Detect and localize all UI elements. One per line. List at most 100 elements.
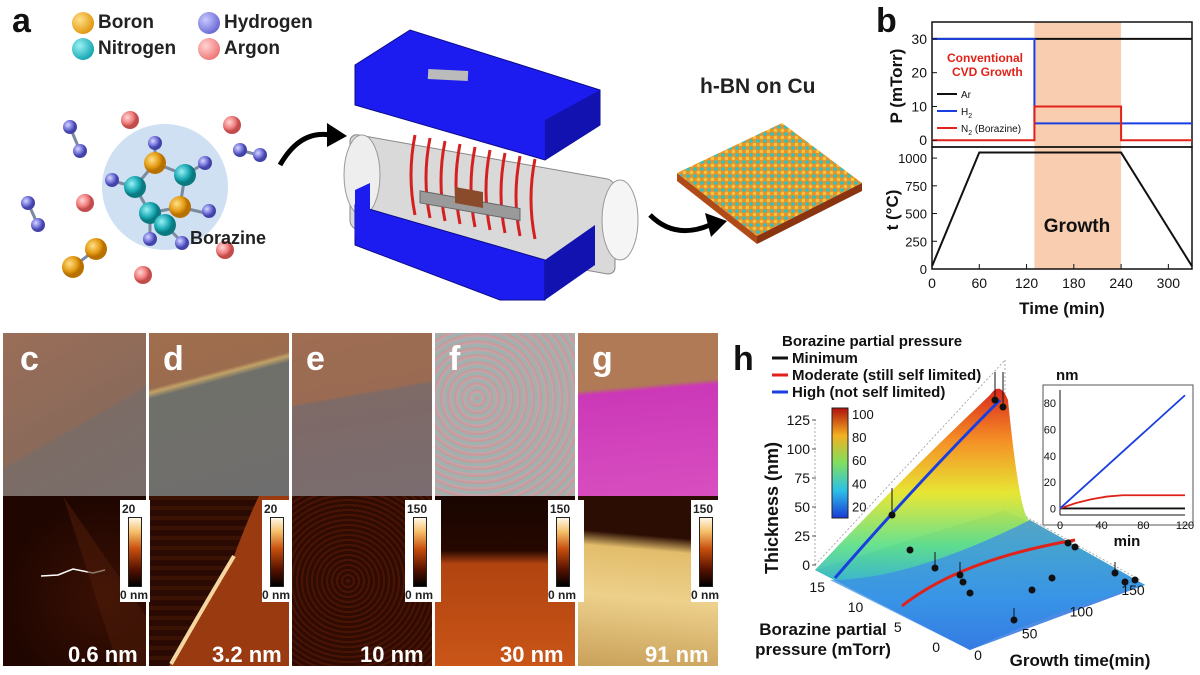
inset-y-tick-label: 40 (1044, 451, 1056, 463)
thickness-tick-label: 25 (794, 528, 810, 544)
thickness-surface-plot: Borazine partial pressure Minimum Modera… (755, 333, 1194, 670)
surface-colorbar (831, 407, 849, 519)
colorbar-tick-label: 100 (852, 407, 874, 422)
panel-label-e: e (306, 340, 325, 378)
growth-shaded-region (1034, 22, 1122, 269)
colorbar-min-label: 0 nm (548, 588, 577, 602)
cvd-furnace-illustration (343, 29, 639, 301)
inset-x-tick-label: 120 (1176, 520, 1194, 532)
inset-y-tick-label: 0 (1050, 503, 1056, 515)
legend-label-minimum: Minimum (792, 350, 858, 367)
colorbar-max-label: 150 (407, 502, 428, 516)
curved-arrow-icon (277, 123, 347, 167)
thickness-label-d: 3.2 nm (212, 642, 282, 667)
temperature-plot-frame (931, 146, 1193, 270)
thickness-label-e: 10 nm (360, 642, 424, 667)
pressure-series-2 (932, 105, 1192, 142)
conventional-cvd-annotation-1: Conventional (947, 51, 1023, 65)
temperature-tick-label: 250 (905, 234, 927, 249)
pressure-tick-label: 10 (848, 599, 864, 615)
inset-y-unit: nm (1056, 367, 1079, 384)
time-tick-label: 0 (974, 647, 982, 663)
growth-annotation: Growth (1044, 216, 1111, 237)
panel-label-d: d (163, 340, 184, 378)
time-tick-label: 0 (928, 275, 936, 291)
nitrogen-legend-label: Nitrogen (98, 38, 177, 59)
optical-image-c (3, 333, 146, 496)
moderate-pressure-curve (901, 538, 1076, 608)
curved-arrow-icon (648, 213, 727, 237)
colorbar-max-label: 20 (122, 502, 136, 516)
hbn-on-cu-label: h-BN on Cu (700, 75, 816, 98)
temperature-tick-label: 1000 (898, 151, 927, 166)
pressure-series-1 (932, 37, 1192, 125)
inset-y-tick-label: 80 (1044, 398, 1056, 410)
colorbar-tick-label: 60 (852, 453, 866, 468)
thickness-label-g: 91 nm (645, 642, 709, 667)
hydrogen-legend-label: Hydrogen (224, 12, 313, 33)
afm-colorbar (270, 517, 284, 587)
legend-label-n2: N2 (Borazine) (961, 124, 1021, 137)
conventional-cvd-annotation-2: CVD Growth (952, 65, 1023, 79)
pressure-tick-label: 30 (911, 31, 927, 47)
inset-y-tick-label: 60 (1044, 424, 1056, 436)
pressure-axis-label-line1: Borazine partial (759, 620, 887, 639)
panel-label-g: g (592, 340, 613, 378)
time-tick-label: 100 (1070, 604, 1094, 620)
borazine-molecules-illustration (21, 111, 267, 284)
borazine-label: Borazine (190, 228, 267, 248)
time-tick-label: 150 (1121, 582, 1145, 598)
time-tick-label: 300 (1157, 275, 1181, 291)
optical-image-f (435, 333, 575, 496)
legend-label-ar: Ar (961, 90, 972, 101)
colorbar-min-label: 0 nm (405, 588, 434, 602)
thickness-label-c: 0.6 nm (68, 642, 138, 667)
afm-image-d (149, 496, 289, 666)
inset-series-2 (1059, 394, 1186, 510)
thickness-axis-label: Thickness (nm) (762, 442, 782, 574)
time-tick-label: 180 (1062, 275, 1086, 291)
colorbar-tick-label: 40 (852, 476, 866, 491)
pressure-axis-label: P (mTorr) (887, 49, 906, 124)
optical-image-e (292, 333, 432, 496)
hbn-on-cu-substrate (677, 123, 862, 244)
panel-label-h: h (733, 340, 754, 378)
time-tick-label: 120 (1015, 275, 1039, 291)
thickness-tick-label: 75 (794, 470, 810, 486)
colorbar-min-label: 0 nm (691, 588, 720, 602)
temperature-tick-label: 0 (920, 262, 927, 277)
inset-x-tick-label: 40 (1096, 520, 1108, 532)
pressure-tick-label: 20 (911, 65, 927, 81)
temperature-tick-label: 500 (905, 207, 927, 222)
afm-colorbar (699, 517, 713, 587)
borazine-halo (102, 124, 228, 250)
panel-label-c: c (20, 340, 39, 378)
pressure-tick-label: 5 (894, 619, 902, 635)
temperature-tick-label: 750 (905, 179, 927, 194)
temperature-axis-label: t (°C) (883, 190, 902, 231)
thickness-tick-label: 125 (787, 412, 811, 428)
thickness-tick-label: 0 (802, 557, 810, 573)
colorbar-max-label: 20 (264, 502, 278, 516)
time-tick-label: 240 (1109, 275, 1133, 291)
thickness-tick-label: 100 (787, 441, 811, 457)
optical-image-g (578, 333, 718, 496)
inset-y-tick-label: 20 (1044, 477, 1056, 489)
inset-x-tick-label: 80 (1137, 520, 1149, 532)
boron-legend-label: Boron (98, 12, 154, 33)
panel-label-a: a (12, 2, 31, 40)
high-pressure-curve (833, 398, 1002, 579)
inset-series-1 (1059, 494, 1185, 510)
time-tick-label: 50 (1022, 625, 1038, 641)
pressure-tick-label: 15 (809, 579, 825, 595)
pressure-tick-label: 10 (911, 98, 927, 114)
time-axis-label: Time (min) (1019, 299, 1105, 318)
growth-time-axis-label: Growth time(min) (1010, 651, 1151, 670)
colorbar-tick-label: 80 (852, 430, 866, 445)
thickness-label-f: 30 nm (500, 642, 564, 667)
inset-x-tick-label: 0 (1057, 520, 1063, 532)
legend-label-h2: H2 (961, 107, 972, 120)
data-points (888, 372, 1139, 624)
afm-colorbar (413, 517, 427, 587)
